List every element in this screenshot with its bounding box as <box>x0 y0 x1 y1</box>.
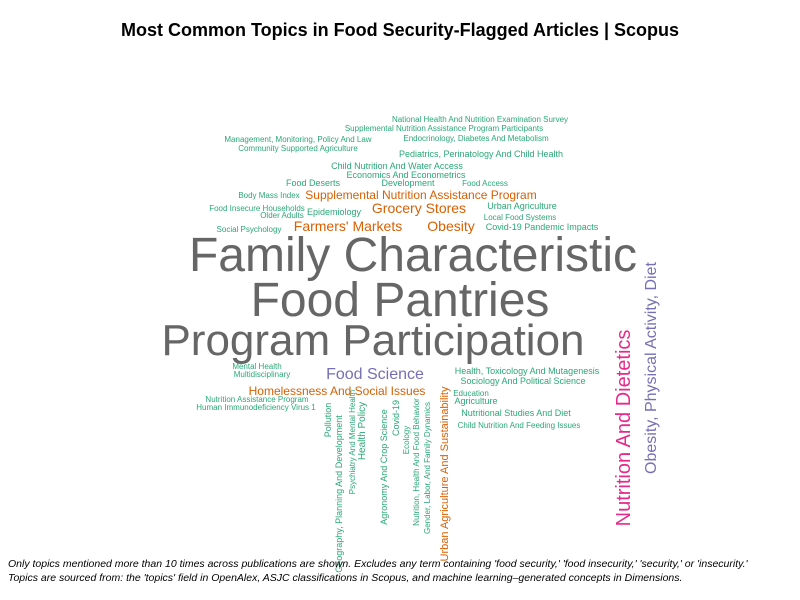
word-health-policy: Health Policy <box>357 402 368 460</box>
word-farmers-markets: Farmers' Markets <box>294 218 402 234</box>
word-child-nutrition-and-feeding-issues: Child Nutrition And Feeding Issues <box>458 421 581 430</box>
word-program-participation: Program Participation <box>161 316 584 365</box>
word-psychiatry-and-mental-health: Psychiatry And Mental Health <box>348 390 357 495</box>
word-pollution: Pollution <box>323 403 333 438</box>
word-family-characteristic: Family Characteristic <box>189 229 637 282</box>
word-body-mass-index: Body Mass Index <box>238 191 299 200</box>
word-local-food-systems: Local Food Systems <box>484 213 556 222</box>
word-covid-19: Covid-19 <box>391 400 401 436</box>
word-nutrition-assistance-program: Nutrition Assistance Program <box>205 395 308 404</box>
word-national-health-and-nutrition-examination-survey: National Health And Nutrition Examinatio… <box>392 115 568 124</box>
word-human-immunodeficiency-virus-1: Human Immunodeficiency Virus 1 <box>196 403 316 412</box>
word-urban-agriculture: Urban Agriculture <box>487 201 557 211</box>
word-management-monitoring-policy-and-law: Management, Monitoring, Policy And Law <box>224 135 371 144</box>
word-ecology: Ecology <box>402 426 411 454</box>
word-pediatrics-perinatology-and-child-health: Pediatrics, Perinatology And Child Healt… <box>399 149 563 159</box>
word-food-pantries: Food Pantries <box>251 274 550 327</box>
chart-title: Most Common Topics in Food Security-Flag… <box>120 20 680 40</box>
word-homelessness-and-social-issues: Homelessness And Social Issues <box>249 384 426 398</box>
word-sociology-and-political-science: Sociology And Political Science <box>460 376 585 386</box>
word-supplemental-nutrition-assistance-program-participants: Supplemental Nutrition Assistance Progra… <box>345 124 543 133</box>
word-development: Development <box>381 178 435 188</box>
word-obesity: Obesity <box>427 218 474 234</box>
word-food-science: Food Science <box>326 366 424 383</box>
word-endocrinology-diabetes-and-metabolism: Endocrinology, Diabetes And Metabolism <box>403 134 549 143</box>
word-supplemental-nutrition-assistance-program: Supplemental Nutrition Assistance Progra… <box>305 188 536 202</box>
word-nutritional-studies-and-diet: Nutritional Studies And Diet <box>461 408 571 418</box>
word-multidisciplinary: Multidisciplinary <box>234 370 290 379</box>
word-food-deserts: Food Deserts <box>286 178 341 188</box>
word-education: Education <box>453 389 489 398</box>
word-urban-agriculture-and-sustainability: Urban Agriculture And Sustainability <box>439 386 451 561</box>
word-community-supported-agriculture: Community Supported Agriculture <box>238 144 358 153</box>
word-agronomy-and-crop-science: Agronomy And Crop Science <box>379 409 389 525</box>
word-epidemiology: Epidemiology <box>307 207 362 217</box>
word-geography-planning-and-development: Geography, Planning And Development <box>334 415 344 573</box>
word-covid-19-pandemic-impacts: Covid-19 Pandemic Impacts <box>486 222 599 232</box>
word-nutrition-and-dietetics: Nutrition And Dietetics <box>613 330 635 527</box>
word-nutrition-health-and-food-behavior: Nutrition, Health And Food Behavior <box>412 398 421 526</box>
word-agriculture: Agriculture <box>454 396 497 406</box>
word-mental-health: Mental Health <box>232 362 281 371</box>
caption-line-2: Topics are sourced from: the 'topics' fi… <box>8 572 683 584</box>
word-grocery-stores: Grocery Stores <box>372 200 466 216</box>
word-food-access: Food Access <box>462 179 508 188</box>
word-gender-labor-and-family-dynamics: Gender, Labor, And Family Dynamics <box>423 402 432 534</box>
word-food-insecure-households: Food Insecure Households <box>209 204 305 213</box>
word-economics-and-econometrics: Economics And Econometrics <box>346 170 466 180</box>
word-health-toxicology-and-mutagenesis: Health, Toxicology And Mutagenesis <box>455 366 600 376</box>
caption-line-1: Only topics mentioned more than 10 times… <box>8 558 748 570</box>
word-social-psychology: Social Psychology <box>217 225 282 234</box>
word-obesity-physical-activity-diet: Obesity, Physical Activity, Diet <box>643 261 660 473</box>
word-older-adults: Older Adults <box>260 211 304 220</box>
word-child-nutrition-and-water-access: Child Nutrition And Water Access <box>331 161 463 171</box>
